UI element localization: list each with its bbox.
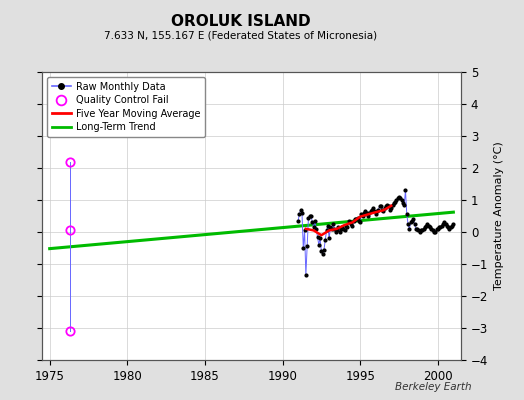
Legend: Raw Monthly Data, Quality Control Fail, Five Year Moving Average, Long-Term Tren: Raw Monthly Data, Quality Control Fail, … [47,77,205,137]
Y-axis label: Temperature Anomaly (°C): Temperature Anomaly (°C) [494,142,504,290]
Text: 7.633 N, 155.167 E (Federated States of Micronesia): 7.633 N, 155.167 E (Federated States of … [104,30,378,40]
Text: OROLUK ISLAND: OROLUK ISLAND [171,14,311,29]
Text: Berkeley Earth: Berkeley Earth [395,382,472,392]
